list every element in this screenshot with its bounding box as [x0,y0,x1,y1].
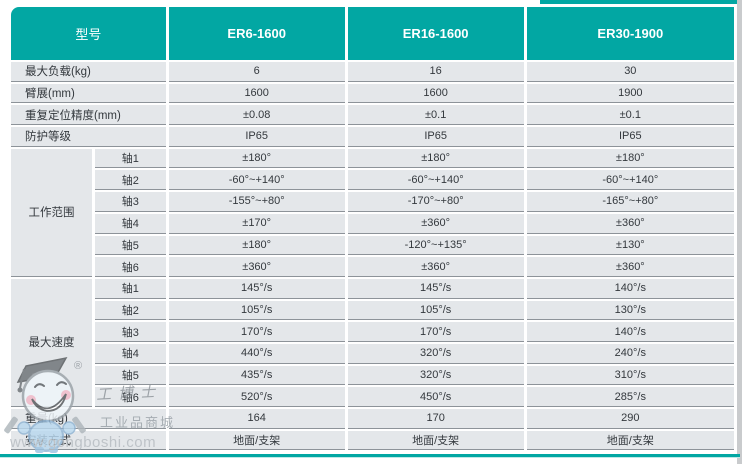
spec-value-cell: -155°~+80° [168,192,345,212]
spec-value-cell: 1900 [526,83,734,104]
spec-value-cell: ±0.1 [347,105,524,126]
spec-value-cell: 310°/s [526,365,734,386]
spec-value-cell: 440°/s [168,343,345,364]
spec-value-cell: 450°/s [347,387,524,407]
spec-value-cell: ±180° [347,148,524,169]
spec-label-cell: 最大负载(kg) [11,62,166,82]
table-bottom-accent-line [0,454,740,458]
spec-value-cell: -60°~+140° [168,170,345,191]
spec-value-cell: ±180° [168,148,345,169]
axis-label-cell: 轴4 [94,343,166,364]
axis-label-cell: 轴6 [94,257,166,277]
spec-value-cell: ±0.1 [526,105,734,126]
spec-value-cell: ±0.08 [168,105,345,126]
section-label-cell: 最大速度 [11,278,92,407]
axis-label-cell: 轴2 [94,300,166,321]
axis-label-cell: 轴6 [94,387,166,407]
spec-value-cell: ±360° [526,213,734,234]
axis-label-cell: 轴2 [94,170,166,191]
spec-value-cell: 30 [526,62,734,82]
spec-value-cell: ±360° [526,257,734,277]
spec-value-cell: 290 [526,409,734,429]
model-column-header: ER16-1600 [347,7,524,60]
spec-value-cell: 435°/s [168,365,345,386]
axis-label-cell: 轴1 [94,148,166,169]
spec-value-cell: 1600 [347,83,524,104]
model-column-header: ER6-1600 [168,7,345,60]
spec-value-cell: -60°~+140° [347,170,524,191]
spec-value-cell: 320°/s [347,365,524,386]
spec-value-cell: ±360° [347,213,524,234]
spec-value-cell: 6 [168,62,345,82]
spec-value-cell: ±180° [526,148,734,169]
axis-label-cell: 轴1 [94,278,166,299]
section-label-cell: 工作范围 [11,148,92,277]
spec-value-cell: 520°/s [168,387,345,407]
spec-value-cell: 1600 [168,83,345,104]
page-right-edge [737,0,742,464]
spec-value-cell: 16 [347,62,524,82]
spec-value-cell: 170°/s [168,322,345,342]
spec-value-cell: ±170° [168,213,345,234]
spec-value-cell: ±130° [526,235,734,256]
axis-label-cell: 轴3 [94,192,166,212]
axis-label-cell: 轴5 [94,235,166,256]
robot-spec-table-wrap: 型号 ER6-1600 ER16-1600 ER30-1900 最大负载(kg) 6 16 3… [8,5,737,452]
spec-value-cell: 地面/支架 [347,430,524,451]
spec-value-cell: 地面/支架 [526,430,734,451]
spec-value-cell: ±180° [168,235,345,256]
spec-value-cell: 170°/s [347,322,524,342]
spec-value-cell: 164 [168,409,345,429]
spec-value-cell: 320°/s [347,343,524,364]
spec-label-cell: 臂展(mm) [11,83,166,104]
axis-label-cell: 轴4 [94,213,166,234]
spec-value-cell: 145°/s [347,278,524,299]
spec-value-cell: -170°~+80° [347,192,524,212]
model-column-header: ER30-1900 [526,7,734,60]
axis-label-cell: 轴5 [94,365,166,386]
spec-value-cell: 130°/s [526,300,734,321]
spec-value-cell: 140°/s [526,278,734,299]
spec-label-cell: 重量(kg) [11,409,166,429]
spec-value-cell: 105°/s [168,300,345,321]
spec-value-cell: ±360° [347,257,524,277]
spec-value-cell: ±360° [168,257,345,277]
spec-value-cell: 105°/s [347,300,524,321]
spec-value-cell: -120°~+135° [347,235,524,256]
spec-value-cell: -165°~+80° [526,192,734,212]
spec-value-cell: IP65 [347,127,524,147]
spec-value-cell: IP65 [526,127,734,147]
spec-value-cell: 140°/s [526,322,734,342]
spec-label-cell: 防护等级 [11,127,166,147]
spec-value-cell: IP65 [168,127,345,147]
spec-value-cell: 170 [347,409,524,429]
spec-value-cell: 285°/s [526,387,734,407]
spec-value-cell: 240°/s [526,343,734,364]
spec-value-cell: 地面/支架 [168,430,345,451]
spec-label-cell: 重复定位精度(mm) [11,105,166,126]
top-teal-strip [540,0,737,4]
model-header-cell: 型号 [11,7,166,60]
spec-label-cell: 安装方式 [11,430,166,451]
spec-value-cell: -60°~+140° [526,170,734,191]
robot-spec-table: 型号 ER6-1600 ER16-1600 ER30-1900 最大负载(kg) 6 16 3… [8,5,737,452]
spec-value-cell: 145°/s [168,278,345,299]
axis-label-cell: 轴3 [94,322,166,342]
